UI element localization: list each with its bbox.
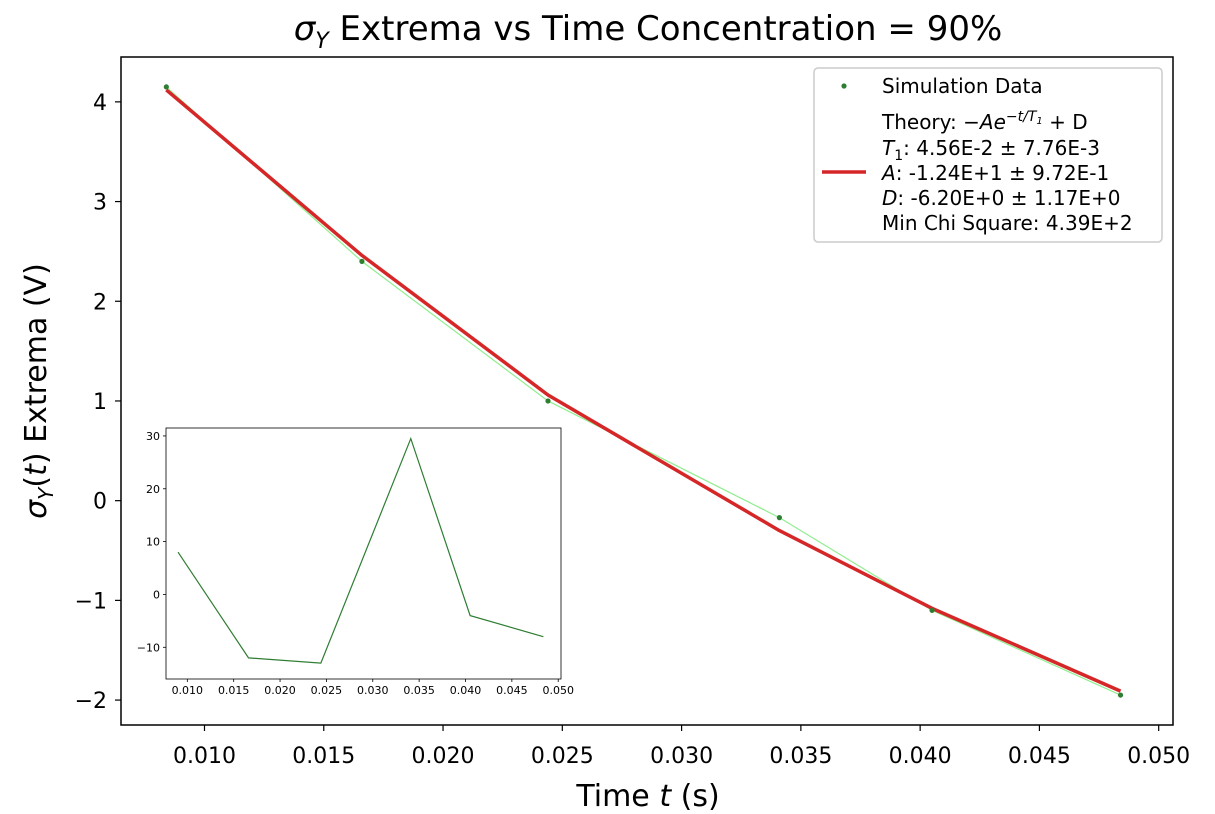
x-tick-label: 0.045 bbox=[1008, 744, 1071, 769]
inset-y-tick-label: −10 bbox=[137, 641, 160, 654]
inset-y-ticks: −10 0 10 20 30 bbox=[137, 430, 166, 654]
simulation-data-point bbox=[545, 398, 551, 404]
y-tick-label: −2 bbox=[75, 689, 107, 714]
inset-y-tick-label: 30 bbox=[146, 430, 160, 443]
main-x-ticks: 0.010 0.015 0.020 0.025 0.030 0.035 0.040 0.045… bbox=[173, 725, 1190, 769]
simulation-data-point bbox=[1117, 692, 1124, 698]
legend: Simulation Data Theory: −Ae−t/T1 + D T1:… bbox=[813, 67, 1163, 243]
main-axes-frame bbox=[120, 56, 1174, 726]
inset-y-tick-label: 20 bbox=[146, 483, 160, 496]
inset-y-tick-label: 10 bbox=[146, 536, 160, 549]
legend-t1: T1: 4.56E-2 ± 7.76E-3 bbox=[882, 136, 1100, 164]
y-tick-label: 1 bbox=[93, 390, 107, 415]
inset-x-tick-label: 0.020 bbox=[264, 684, 296, 697]
y-axis-label: σY(t) Extrema (V) bbox=[19, 263, 58, 519]
y-tick-label: 3 bbox=[93, 191, 107, 216]
inset-x-tick-label: 0.050 bbox=[542, 684, 574, 697]
y-tick-label: 0 bbox=[93, 490, 107, 515]
legend-box bbox=[813, 67, 1163, 243]
simulation-data-point bbox=[929, 607, 935, 613]
x-tick-label: 0.015 bbox=[292, 744, 355, 769]
simulation-data-point bbox=[359, 258, 365, 264]
inset-series bbox=[177, 436, 544, 664]
theory-line bbox=[165, 88, 1122, 693]
inset-y-tick-label: 0 bbox=[153, 588, 160, 601]
legend-a: A: -1.24E+1 ± 9.72E-1 bbox=[880, 161, 1109, 185]
inset-x-tick-label: 0.040 bbox=[450, 684, 482, 697]
inset-x-tick-label: 0.015 bbox=[218, 684, 250, 697]
x-tick-label: 0.010 bbox=[173, 744, 236, 769]
inset-x-ticks: 0.010 0.015 0.020 0.025 0.030 0.035 0.040 0.045… bbox=[172, 679, 574, 697]
simulation-data-point bbox=[163, 84, 169, 90]
x-tick-label: 0.035 bbox=[769, 744, 832, 769]
x-tick-label: 0.030 bbox=[650, 744, 713, 769]
inset-x-tick-label: 0.035 bbox=[403, 684, 435, 697]
y-tick-label: 4 bbox=[93, 91, 107, 116]
title-sub: Y bbox=[315, 29, 330, 54]
simulation-data-point bbox=[776, 515, 782, 521]
inset-x-tick-label: 0.025 bbox=[311, 684, 343, 697]
main-series bbox=[163, 84, 1124, 698]
inset-x-tick-label: 0.045 bbox=[496, 684, 528, 697]
x-tick-label: 0.020 bbox=[412, 744, 475, 769]
chart-title: σY Extrema vs Time Concentration = 90% bbox=[294, 9, 1003, 54]
title-rest: Extrema vs Time Concentration = 90% bbox=[329, 9, 1003, 49]
legend-d: D: -6.20E+0 ± 1.17E+0 bbox=[882, 186, 1121, 210]
simulation-data-line bbox=[165, 86, 1121, 696]
inset-residual-line bbox=[177, 436, 544, 664]
x-tick-label: 0.040 bbox=[889, 744, 952, 769]
title-sigma: σ bbox=[294, 9, 317, 49]
inset-x-tick-label: 0.030 bbox=[357, 684, 389, 697]
legend-sim-label: Simulation Data bbox=[882, 74, 1043, 98]
legend-theory-line1: Theory: −Ae−t/T1 + D bbox=[881, 109, 1088, 134]
inset-x-tick-label: 0.010 bbox=[172, 684, 204, 697]
y-tick-label: −1 bbox=[75, 589, 107, 614]
legend-sim-marker bbox=[841, 83, 847, 89]
inset-plot: 0.010 0.015 0.020 0.025 0.030 0.035 0.040 0.045… bbox=[137, 427, 574, 697]
x-tick-label: 0.025 bbox=[531, 744, 594, 769]
x-tick-label: 0.050 bbox=[1127, 744, 1190, 769]
x-axis-label: Time t (s) bbox=[575, 779, 719, 814]
y-tick-label: 2 bbox=[93, 290, 107, 315]
legend-chi: Min Chi Square: 4.39E+2 bbox=[882, 211, 1133, 235]
main-y-ticks: −2 −1 0 1 2 3 4 bbox=[75, 91, 121, 714]
inset-axes-frame bbox=[165, 427, 562, 680]
inset-bg bbox=[166, 428, 561, 679]
